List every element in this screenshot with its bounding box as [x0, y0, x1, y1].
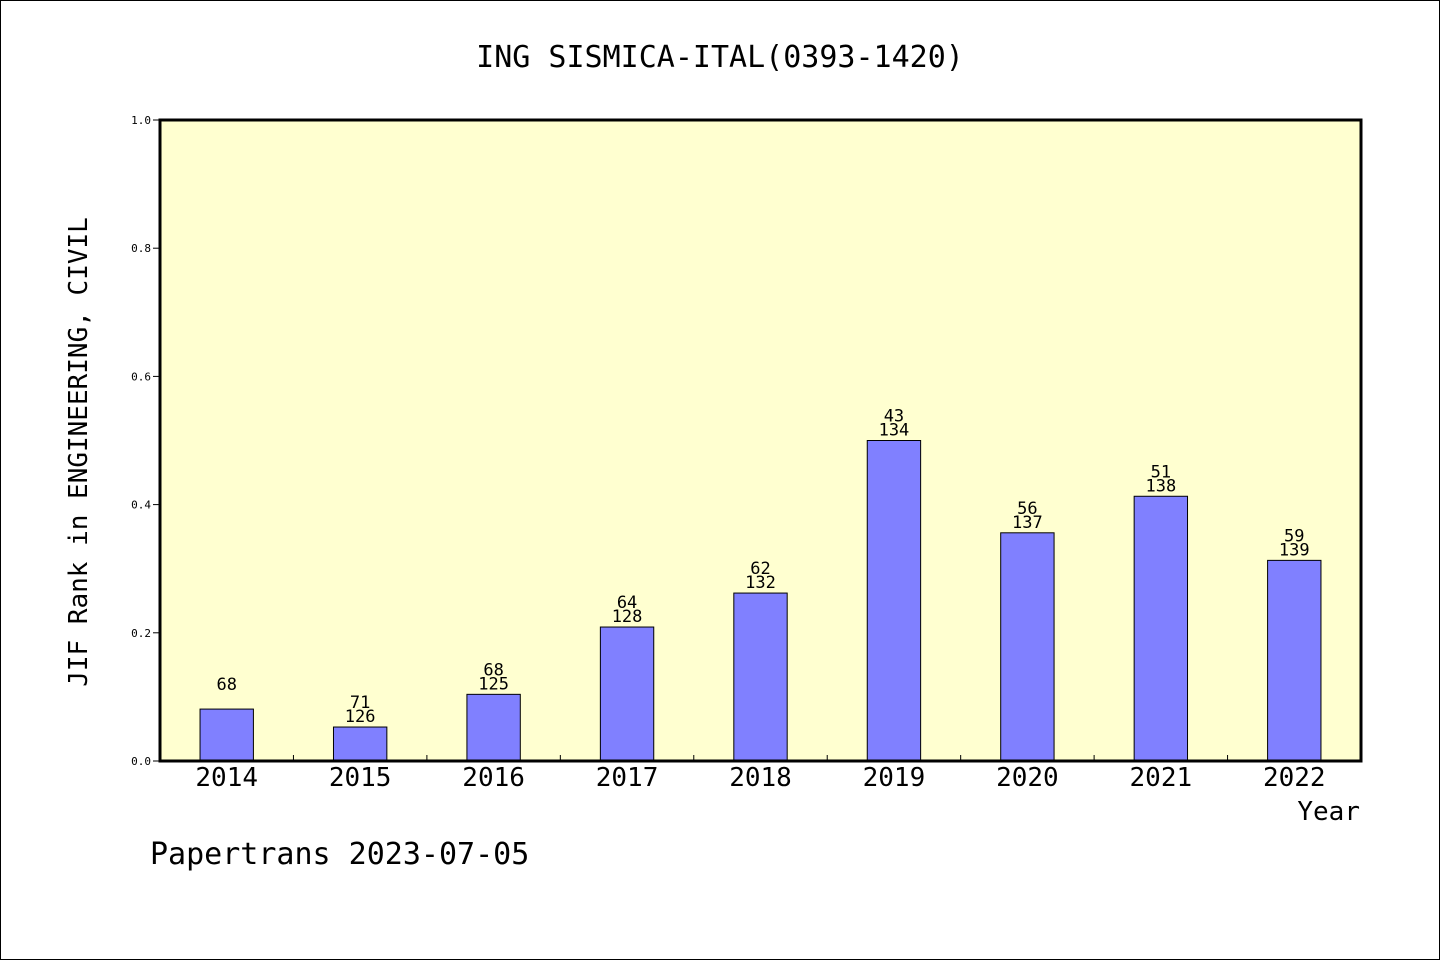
- bar: [1000, 532, 1055, 762]
- footer-credit: Papertrans 2023-07-05: [150, 837, 529, 872]
- bar-label-rank: 43: [884, 407, 904, 427]
- y-tick-label: 1.0: [131, 114, 151, 127]
- bar-label-total: 137: [1012, 513, 1043, 533]
- bar: [199, 708, 254, 762]
- bar-label-total: 125: [478, 674, 509, 694]
- bar-label-rank: 71: [350, 693, 370, 713]
- x-tick-label: 2017: [596, 763, 659, 793]
- x-tick-label: 2016: [462, 763, 525, 793]
- bar: [866, 440, 922, 762]
- y-tick-label: 0.6: [131, 370, 151, 383]
- x-tick-label: 2020: [996, 763, 1059, 793]
- bar: [332, 726, 388, 762]
- x-tick-label: 2022: [1263, 763, 1326, 793]
- bar-labels: 6812671125681286413262134431375613851139…: [216, 407, 1309, 728]
- y-tick-label: 0.4: [131, 499, 151, 512]
- bar-label-rank: 51: [1151, 462, 1171, 482]
- bar-label-total: 132: [745, 573, 776, 593]
- bar: [733, 592, 788, 762]
- bar: [1267, 559, 1322, 762]
- bar: [599, 626, 655, 762]
- bar-label-rank: 68: [483, 660, 503, 680]
- bar-label-rank: 59: [1284, 526, 1304, 546]
- x-axis-label: Year: [1297, 797, 1360, 827]
- bar-label-rank: 64: [617, 593, 637, 613]
- x-tick-label: 2018: [729, 763, 792, 793]
- x-axis-ticks: 2014 2015 2016 2017 2018 2019 2020 2021 2022: [195, 755, 1326, 793]
- y-tick-label: 0.8: [131, 242, 151, 255]
- x-tick-label: 2015: [329, 763, 392, 793]
- bar: [1133, 495, 1189, 762]
- bar-label-rank: 62: [750, 559, 770, 579]
- y-axis-label: JIF Rank in ENGINEERING, CIVIL: [64, 217, 94, 687]
- y-axis-ticks: 0.0 0.2 0.4 0.6 0.8 1.0: [131, 114, 160, 768]
- y-tick-label: 0.0: [131, 755, 151, 768]
- bar: [466, 693, 521, 762]
- bar-label-total: 134: [879, 421, 910, 441]
- bar-label-total: 138: [1145, 476, 1176, 496]
- plot-border: [158, 118, 1363, 763]
- bars: [199, 440, 1322, 762]
- chart-title: ING SISMICA-ITAL(0393-1420): [476, 40, 964, 75]
- bar-label-total: 128: [612, 607, 643, 627]
- x-tick-label: 2019: [863, 763, 926, 793]
- bar-label-total: 126: [345, 707, 376, 727]
- y-tick-label: 0.2: [131, 627, 151, 640]
- bar-label-rank: 68: [216, 675, 236, 695]
- bar-label-rank: 56: [1017, 499, 1037, 519]
- x-tick-label: 2021: [1130, 763, 1193, 793]
- x-tick-label: 2014: [195, 763, 258, 793]
- bar-label-total: 139: [1279, 540, 1310, 560]
